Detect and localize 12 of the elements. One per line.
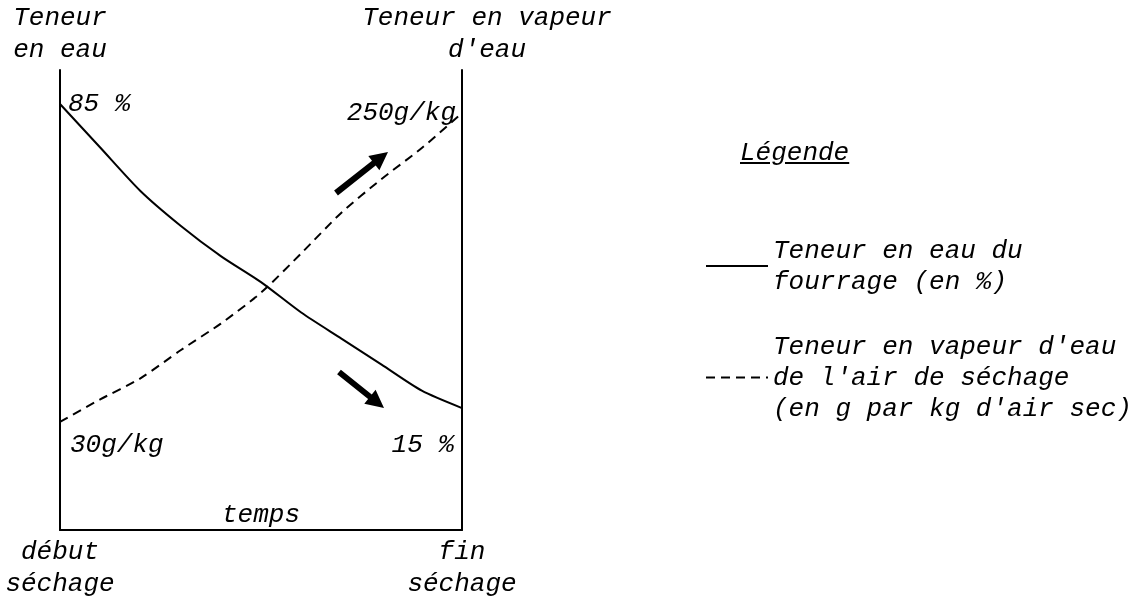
y-axis-title: Teneur en eau	[13, 3, 107, 65]
data-label: 30g/kg	[70, 429, 164, 460]
y2-axis-title: Teneur en vapeur d'eau	[362, 3, 612, 65]
data-label: 85 %	[68, 89, 132, 120]
x-axis-title: temps	[221, 500, 301, 530]
x-tick-label: fin séchage	[407, 537, 517, 599]
legend-label: Teneur en eau du fourrage (en %)	[773, 235, 1023, 297]
data-label: 15 %	[391, 430, 456, 461]
x-tick-label: début séchage	[5, 537, 115, 599]
legend-title: Légende	[740, 138, 850, 168]
legend-label: Teneur en vapeur d'eau de l'air de séchage (en g par kg d'air sec)	[773, 331, 1132, 424]
data-label: 250g/kg	[346, 97, 456, 128]
